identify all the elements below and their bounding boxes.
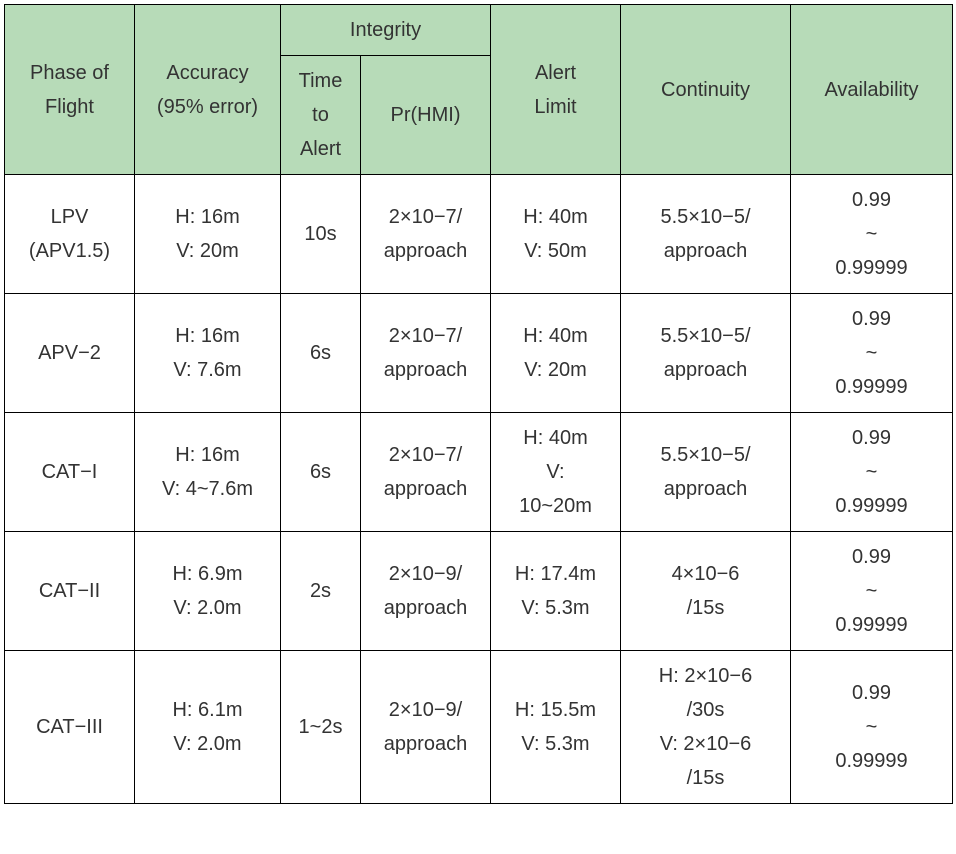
cell-alert-limit: H: 40m V: 50m xyxy=(491,175,621,294)
col-header-pr-hmi: Pr(HMI) xyxy=(361,56,491,175)
table-row: LPV (APV1.5) H: 16m V: 20m 10s 2×10−7/ a… xyxy=(5,175,953,294)
cell-pr-hmi: 2×10−7/ approach xyxy=(361,294,491,413)
cell-pr-hmi: 2×10−9/ approach xyxy=(361,532,491,651)
cell-availability: 0.99 ~ 0.99999 xyxy=(791,651,953,804)
cell-time-to-alert: 10s xyxy=(281,175,361,294)
col-header-alert-limit: Alert Limit xyxy=(491,5,621,175)
cell-alert-limit: H: 40m V: 20m xyxy=(491,294,621,413)
cell-time-to-alert: 1~2s xyxy=(281,651,361,804)
table-row: APV−2 H: 16m V: 7.6m 6s 2×10−7/ approach… xyxy=(5,294,953,413)
cell-continuity: 5.5×10−5/ approach xyxy=(621,175,791,294)
cell-phase: APV−2 xyxy=(5,294,135,413)
cell-time-to-alert: 2s xyxy=(281,532,361,651)
table-row: CAT−II H: 6.9m V: 2.0m 2s 2×10−9/ approa… xyxy=(5,532,953,651)
cell-pr-hmi: 2×10−7/ approach xyxy=(361,413,491,532)
requirements-table: Phase of Flight Accuracy (95% error) Int… xyxy=(4,4,953,804)
table-row: CAT−III H: 6.1m V: 2.0m 1~2s 2×10−9/ app… xyxy=(5,651,953,804)
cell-accuracy: H: 16m V: 7.6m xyxy=(135,294,281,413)
col-header-integrity: Integrity xyxy=(281,5,491,56)
col-header-continuity: Continuity xyxy=(621,5,791,175)
cell-continuity: 4×10−6 /15s xyxy=(621,532,791,651)
cell-pr-hmi: 2×10−7/ approach xyxy=(361,175,491,294)
cell-continuity: 5.5×10−5/ approach xyxy=(621,294,791,413)
cell-phase: CAT−I xyxy=(5,413,135,532)
cell-accuracy: H: 6.9m V: 2.0m xyxy=(135,532,281,651)
cell-continuity: 5.5×10−5/ approach xyxy=(621,413,791,532)
cell-alert-limit: H: 17.4m V: 5.3m xyxy=(491,532,621,651)
col-header-availability: Availability xyxy=(791,5,953,175)
cell-accuracy: H: 16m V: 20m xyxy=(135,175,281,294)
cell-accuracy: H: 16m V: 4~7.6m xyxy=(135,413,281,532)
cell-alert-limit: H: 40m V: 10~20m xyxy=(491,413,621,532)
cell-availability: 0.99 ~ 0.99999 xyxy=(791,175,953,294)
col-header-phase: Phase of Flight xyxy=(5,5,135,175)
cell-availability: 0.99 ~ 0.99999 xyxy=(791,294,953,413)
cell-phase: CAT−III xyxy=(5,651,135,804)
cell-phase: CAT−II xyxy=(5,532,135,651)
col-header-time-to-alert: Time to Alert xyxy=(281,56,361,175)
cell-phase: LPV (APV1.5) xyxy=(5,175,135,294)
cell-pr-hmi: 2×10−9/ approach xyxy=(361,651,491,804)
cell-time-to-alert: 6s xyxy=(281,413,361,532)
cell-continuity: H: 2×10−6 /30s V: 2×10−6 /15s xyxy=(621,651,791,804)
table-row: CAT−I H: 16m V: 4~7.6m 6s 2×10−7/ approa… xyxy=(5,413,953,532)
cell-time-to-alert: 6s xyxy=(281,294,361,413)
cell-accuracy: H: 6.1m V: 2.0m xyxy=(135,651,281,804)
cell-alert-limit: H: 15.5m V: 5.3m xyxy=(491,651,621,804)
cell-availability: 0.99 ~ 0.99999 xyxy=(791,413,953,532)
cell-availability: 0.99 ~ 0.99999 xyxy=(791,532,953,651)
col-header-accuracy: Accuracy (95% error) xyxy=(135,5,281,175)
